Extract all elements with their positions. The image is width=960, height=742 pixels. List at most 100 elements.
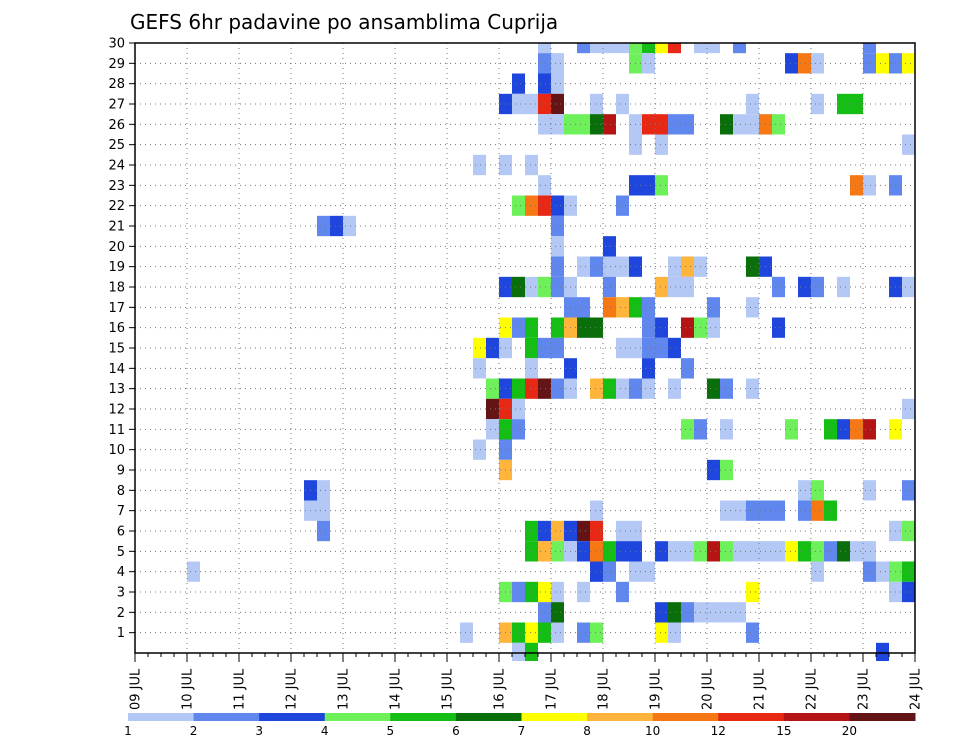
data-cell: [863, 175, 876, 196]
data-cell: [798, 480, 811, 501]
legend-swatch: [587, 713, 654, 721]
data-cell: [512, 73, 525, 94]
y-tick-label: 7: [117, 504, 125, 519]
legend-label: 2: [190, 724, 198, 738]
data-cell: [772, 317, 785, 338]
data-cell: [538, 93, 551, 115]
data-cell: [707, 378, 720, 399]
legend-label: 3: [255, 724, 263, 738]
x-tick-label: 19 JUL: [649, 668, 664, 710]
y-tick-label: 11: [108, 423, 125, 438]
data-cell: [603, 256, 616, 277]
data-cell: [525, 337, 538, 359]
y-tick-label: 22: [108, 199, 125, 214]
y-tick-label: 3: [117, 586, 125, 601]
data-cell: [668, 114, 681, 135]
legend-swatch: [455, 713, 522, 721]
data-cell: [785, 53, 798, 74]
data-cell: [655, 541, 668, 562]
data-cell: [577, 297, 590, 318]
data-cell: [707, 43, 720, 54]
data-cell: [473, 439, 486, 460]
data-cell: [850, 541, 863, 562]
data-cell: [642, 43, 655, 54]
data-cell: [590, 622, 603, 643]
data-cell: [525, 358, 538, 379]
data-cell: [486, 378, 499, 399]
data-cell: [668, 602, 681, 623]
data-cell: [902, 53, 915, 74]
data-cell: [655, 276, 668, 298]
legend-label: 8: [583, 724, 591, 738]
data-cell: [616, 256, 629, 277]
data-cell: [850, 419, 863, 440]
data-cell: [551, 378, 564, 399]
data-cell: [642, 297, 655, 318]
data-cell: [720, 378, 733, 399]
y-tick-label: 27: [108, 98, 125, 113]
legend-label: 20: [842, 724, 857, 738]
data-cell: [733, 541, 746, 562]
data-cell: [720, 419, 733, 440]
data-cell: [746, 541, 759, 562]
data-cell: [772, 114, 785, 135]
data-cell: [616, 541, 629, 562]
data-cell: [746, 93, 759, 115]
grid-lines: [135, 43, 915, 653]
data-cell: [668, 541, 681, 562]
y-tick-label: 29: [108, 57, 125, 72]
data-cell: [551, 73, 564, 94]
data-cell: [525, 317, 538, 338]
data-cell: [590, 114, 603, 135]
data-cell: [577, 256, 590, 277]
data-cell: [720, 459, 733, 481]
data-cell: [538, 337, 551, 359]
data-cell: [655, 622, 668, 643]
data-cell: [642, 561, 655, 582]
chart-title: GEFS 6hr padavine po ansamblima Cuprija: [130, 10, 558, 34]
legend-swatch: [718, 713, 785, 721]
data-cell: [512, 93, 525, 115]
data-cell: [512, 642, 525, 661]
data-cell: [551, 93, 564, 115]
data-cell: [811, 541, 824, 562]
data-cell: [590, 378, 603, 399]
data-cell: [707, 317, 720, 338]
y-tick-label: 28: [108, 77, 125, 92]
data-cell: [798, 276, 811, 298]
data-cell: [681, 358, 694, 379]
x-tick-label: 24 JUL: [909, 668, 924, 710]
data-cell: [538, 602, 551, 623]
legend-swatch: [849, 713, 916, 721]
data-cell: [512, 581, 525, 603]
data-cell: [512, 317, 525, 338]
data-cell: [616, 520, 629, 542]
y-tick-label: 5: [117, 545, 125, 560]
data-cell: [876, 561, 889, 582]
data-cell: [642, 175, 655, 196]
y-tick-label: 23: [108, 179, 125, 194]
data-cell: [525, 276, 538, 298]
x-tick-label: 10 JUL: [181, 668, 196, 710]
data-cell: [590, 43, 603, 54]
data-cell: [616, 195, 629, 216]
data-cell: [837, 93, 850, 115]
data-cell: [512, 276, 525, 298]
x-tick-label: 12 JUL: [285, 668, 300, 710]
data-cell: [577, 520, 590, 542]
data-cell: [551, 236, 564, 257]
data-cell: [603, 236, 616, 257]
y-tick-label: 6: [117, 525, 125, 540]
data-cell: [785, 419, 798, 440]
data-cell: [837, 276, 850, 298]
data-cell: [902, 276, 915, 298]
legend-swatch: [259, 713, 326, 721]
data-cell: [863, 53, 876, 74]
data-cell: [590, 93, 603, 115]
data-cell: [551, 114, 564, 135]
x-tick-label: 11 JUL: [233, 668, 248, 710]
data-cell: [551, 53, 564, 74]
data-cell: [525, 581, 538, 603]
data-cell: [577, 43, 590, 54]
